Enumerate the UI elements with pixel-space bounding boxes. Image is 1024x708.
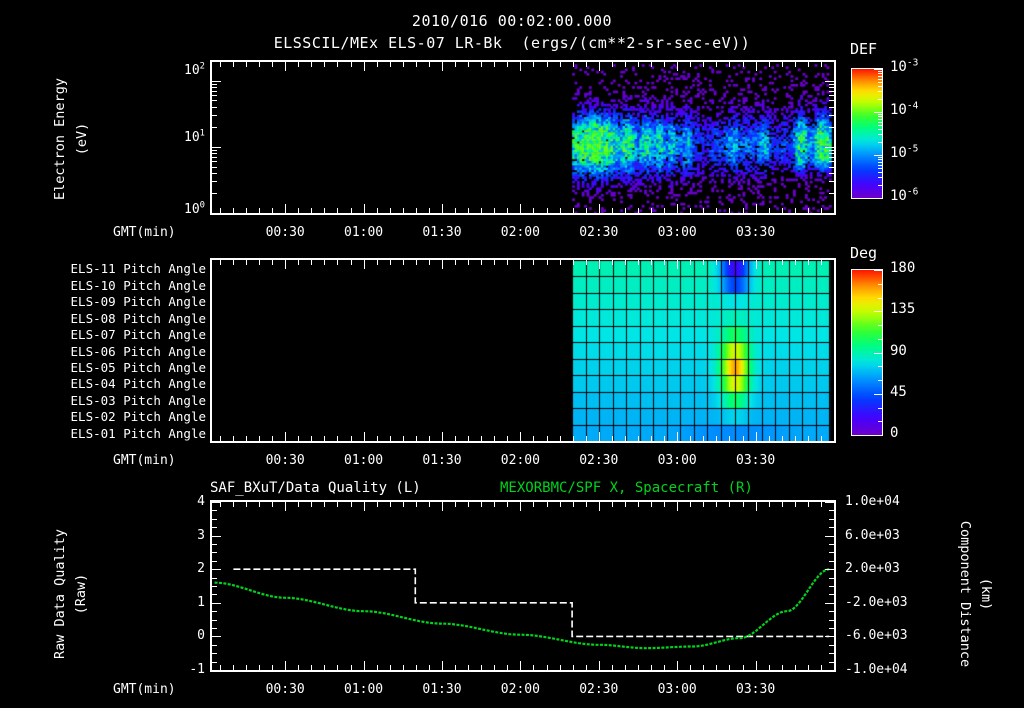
xtick-label: 01:00	[344, 682, 384, 697]
els-row-label: ELS-07 Pitch Angle	[70, 327, 206, 343]
xtick-label: 03:00	[657, 453, 697, 468]
els-row-label: ELS-08 Pitch Angle	[70, 310, 206, 326]
panel3-right-ytick-label: -2.0e+03	[845, 594, 908, 610]
pitch-angle-plot-frame	[210, 258, 836, 443]
deg-colorbar-title: Deg	[850, 244, 878, 262]
def-colorbar-tick-label: 10-3	[890, 57, 919, 75]
els-row-label: ELS-03 Pitch Angle	[70, 392, 206, 408]
els-row-label: ELS-10 Pitch Angle	[70, 277, 206, 293]
def-colorbar-tick-label: 10-5	[890, 143, 919, 161]
def-colorbar-tick-label: 10-6	[890, 186, 919, 204]
spectrogram-canvas	[212, 62, 834, 213]
xtick-label: 02:30	[579, 225, 619, 240]
panel3-title-right: MEXORBMC/SPF X, Spacecraft (R)	[500, 480, 753, 496]
spacecraft-distance-curve	[214, 568, 830, 650]
panel3-left-ytick-label: 2	[197, 561, 205, 577]
xtick-label: 03:30	[736, 682, 776, 697]
deg-colorbar-tick-label: 180	[890, 260, 916, 276]
deg-colorbar-tick-label: 135	[890, 301, 916, 318]
els-row-label: ELS-11 Pitch Angle	[70, 261, 206, 277]
panel3-left-ytick-label: -1	[189, 662, 205, 677]
panel3-xlabel: GMT(min)	[113, 682, 176, 697]
panel3-ylabel-right-line1: Component Distance	[957, 520, 973, 668]
xtick-label: 03:00	[657, 225, 697, 240]
panel3-left-ytick-label: 4	[197, 494, 205, 509]
els-row-label: ELS-09 Pitch Angle	[70, 294, 206, 310]
xtick-label: 03:30	[736, 453, 776, 468]
panel3-right-ytick-label: 2.0e+03	[845, 561, 900, 577]
panel3-right-ytick-label: 1.0e+04	[845, 494, 900, 509]
panel1-ylabel-line1: Electron Energy	[52, 78, 68, 200]
panel3-right-ytick-label: 6.0e+03	[845, 527, 900, 543]
deg-colorbar-tick-label: 90	[890, 342, 907, 359]
def-colorbar	[851, 68, 883, 199]
electron-energy-plot-frame	[210, 60, 836, 215]
xtick-label: 02:30	[579, 682, 619, 697]
els-row-label: ELS-04 Pitch Angle	[70, 376, 206, 392]
data-quality-lines	[214, 568, 830, 650]
panel2-xlabel: GMT(min)	[113, 453, 176, 468]
panel3-title-left: SAF_BXuT/Data Quality (L)	[210, 480, 421, 496]
panel3-ylabel-right-line2: (km)	[978, 577, 994, 611]
deg-colorbar-tick-label: 0	[890, 425, 899, 441]
xtick-label: 00:30	[265, 225, 305, 240]
panel3-left-ytick-label: 0	[197, 628, 205, 644]
panel1-ytick-1e2: 102	[184, 61, 205, 78]
deg-colorbar-tick-label: 45	[890, 383, 907, 400]
panel3-right-ytick-label: -6.0e+03	[845, 628, 908, 644]
panel1-ylabel-line2: (eV)	[74, 122, 90, 156]
panel3-left-ytick-label: 1	[197, 594, 205, 610]
els-row-label: ELS-06 Pitch Angle	[70, 343, 206, 359]
els-row-label: ELS-05 Pitch Angle	[70, 359, 206, 375]
els-row-label: ELS-01 Pitch Angle	[70, 425, 206, 441]
panel3-right-ytick-label: -1.0e+04	[845, 662, 908, 677]
panel3-ylabel-left-line1: Raw Data Quality	[52, 528, 68, 660]
xtick-label: 00:30	[265, 453, 305, 468]
xtick-label: 02:00	[500, 225, 540, 240]
deg-colorbar	[851, 269, 883, 436]
data-quality-plot-frame	[210, 500, 836, 672]
panel3-left-ytick-label: 3	[197, 527, 205, 543]
pitch-angle-canvas	[212, 260, 834, 441]
page-title: 2010/016 00:02:00.000	[411, 12, 613, 30]
xtick-label: 01:00	[344, 453, 384, 468]
data-quality-step-line	[233, 568, 830, 638]
xtick-label: 02:30	[579, 453, 619, 468]
def-colorbar-title: DEF	[850, 40, 878, 58]
els-row-label: ELS-02 Pitch Angle	[70, 409, 206, 425]
panel1-xlabel: GMT(min)	[113, 225, 176, 240]
xtick-label: 03:00	[657, 682, 697, 697]
panel3-ylabel-left-line2: (Raw)	[73, 573, 89, 615]
xtick-label: 02:00	[500, 453, 540, 468]
xtick-label: 01:00	[344, 225, 384, 240]
xtick-label: 00:30	[265, 682, 305, 697]
panel1-ytick-1e0: 100	[184, 200, 205, 217]
xtick-label: 01:30	[422, 225, 462, 240]
def-colorbar-tick-label: 10-4	[890, 100, 919, 118]
xtick-label: 01:30	[422, 453, 462, 468]
xtick-label: 03:30	[736, 225, 776, 240]
xtick-label: 01:30	[422, 682, 462, 697]
dataset-subtitle: ELSSCIL/MEx ELS-07 LR-Bk (ergs/(cm**2-sr…	[273, 34, 751, 52]
panel1-ytick-1e1: 101	[184, 128, 205, 145]
xtick-label: 02:00	[500, 682, 540, 697]
